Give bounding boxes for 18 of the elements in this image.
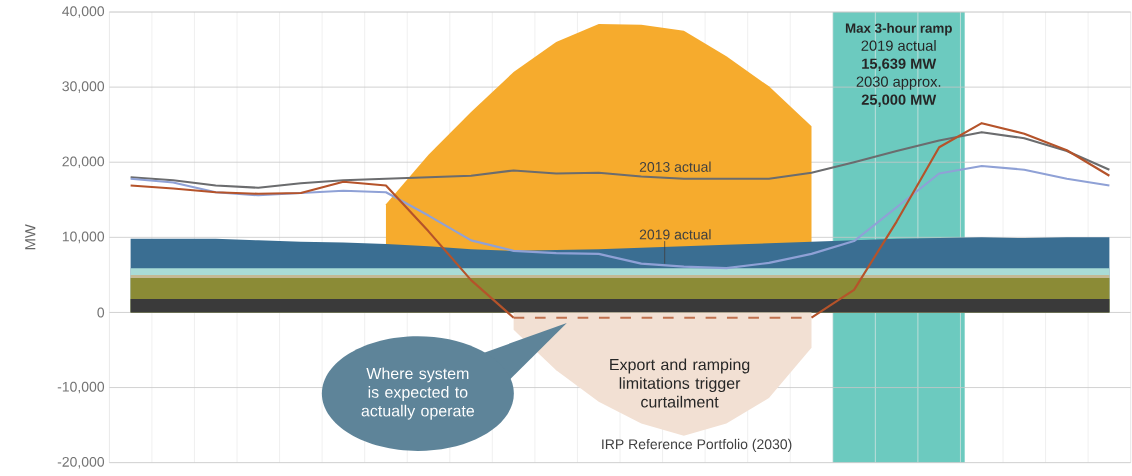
y-tick-label: 10,000 [62,231,105,244]
annotation: 25,000 MW [861,94,937,107]
y-tick-label: 40,000 [62,6,105,18]
annotation: 2030 approx. [856,76,941,90]
annotation: 15,639 MW [862,58,937,71]
annotation: Where system is expected to actually operate [361,367,475,420]
annotation: 2019 actual [861,40,936,51]
y-tick-label: -20,000 [57,456,105,469]
y-tick-label: -10,000 [57,381,105,394]
y-tick-label: 30,000 [62,81,105,93]
series-label: 2013 actual [639,161,711,172]
y-tick-label: 0 [97,307,105,318]
series-label: IRP Reference Portfolio (2030) [602,438,792,452]
y-axis-title: MW [25,224,36,250]
annotation: Export and ramping limitations trigger curtailment [610,358,750,408]
y-tick-label: 20,000 [62,156,105,169]
annotation: Max 3-hour ramp [845,23,952,36]
series-label: 2019 actual [639,229,711,240]
